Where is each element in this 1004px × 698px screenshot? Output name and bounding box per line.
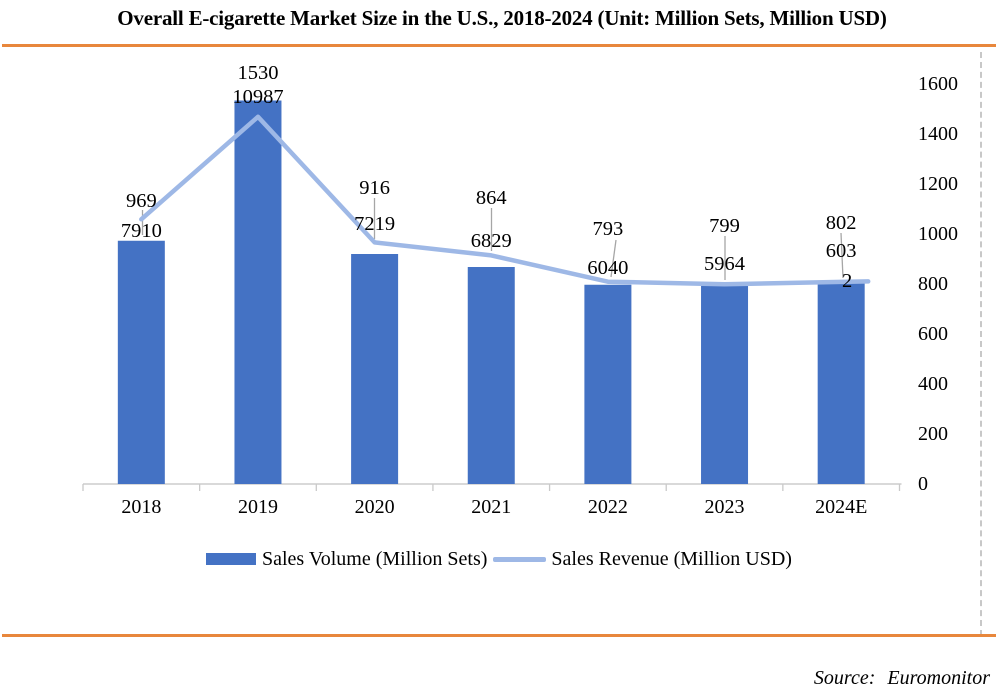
- volume-label-2024E-line2: 2: [842, 270, 852, 292]
- x-axis-label-2023: 2023: [705, 496, 745, 518]
- bar-2024E: [817, 282, 865, 484]
- x-axis-label-2020: 2020: [355, 496, 395, 518]
- x-axis-label-2022: 2022: [588, 496, 628, 518]
- chart-legend: Sales Volume (Million Sets) Sales Revenu…: [206, 546, 792, 572]
- y-axis-label-600: 600: [918, 323, 948, 345]
- bar-2021: [467, 267, 515, 484]
- legend-item-sales-volume: Sales Volume (Million Sets): [206, 548, 487, 571]
- legend-label-sales-revenue: Sales Revenue (Million USD): [551, 547, 792, 570]
- x-axis-label-2021: 2021: [471, 496, 511, 518]
- revenue-label-2020: 916: [359, 177, 390, 199]
- chart-title: Overall E-cigarette Market Size in the U…: [117, 6, 887, 30]
- label-leader-2022: [610, 239, 617, 278]
- line-swatch-icon: [493, 556, 547, 562]
- x-axis-label-2018: 2018: [121, 496, 161, 518]
- y-axis-label-0: 0: [918, 473, 928, 495]
- volume-label-2018: 7910: [121, 220, 162, 242]
- volume-label-2022: 6040: [587, 257, 628, 279]
- bar-swatch-icon: [206, 553, 256, 565]
- sales-revenue-line: [139, 114, 871, 287]
- volume-label-2020: 7219: [354, 213, 395, 235]
- bar-2018: [117, 240, 165, 484]
- legend-label-sales-volume: Sales Volume (Million Sets): [262, 547, 488, 570]
- bar-2020: [351, 254, 399, 484]
- revenue-label-2024E: 802: [826, 212, 857, 234]
- revenue-label-2023: 799: [709, 215, 740, 237]
- chart-frame-right-border: [980, 52, 982, 636]
- bar-2023: [701, 283, 749, 484]
- volume-label-2023: 5964: [704, 253, 745, 275]
- x-axis-label-2019: 2019: [238, 496, 278, 518]
- y-axis-label-400: 400: [918, 373, 948, 395]
- revenue-label-2018: 969: [126, 190, 157, 212]
- bottom-accent-rule: [2, 634, 996, 637]
- combo-chart-canvas: 0 200 400 600 800 1000 1200 1400 1600 2018 2019 202…: [82, 62, 958, 518]
- y-axis-label-1600: 1600: [918, 73, 958, 95]
- y-axis-label-1400: 1400: [918, 123, 958, 145]
- source-name: Euromonitor: [887, 667, 990, 689]
- source-note: Source: Euromonitor: [814, 667, 990, 690]
- revenue-label-2021: 864: [476, 187, 507, 209]
- label-leader-2024E: [840, 232, 844, 279]
- source-prefix: Source:: [813, 667, 876, 689]
- bar-2019: [234, 100, 282, 484]
- bar-2022: [584, 284, 632, 484]
- volume-label-2024E: 603: [826, 240, 857, 262]
- y-axis-label-800: 800: [918, 273, 948, 295]
- y-axis-label-200: 200: [918, 423, 948, 445]
- x-axis-label-2024E: 2024E: [815, 496, 867, 518]
- top-accent-rule: [2, 44, 996, 47]
- volume-label-2021: 6829: [471, 230, 512, 252]
- revenue-label-2022: 793: [593, 218, 624, 240]
- y-axis-label-1000: 1000: [918, 223, 958, 245]
- legend-item-sales-revenue: Sales Revenue (Million USD): [487, 548, 792, 571]
- revenue-label-2019: 1530: [237, 62, 278, 84]
- volume-label-2019: 10987: [232, 86, 283, 108]
- y-axis-label-1200: 1200: [918, 173, 958, 195]
